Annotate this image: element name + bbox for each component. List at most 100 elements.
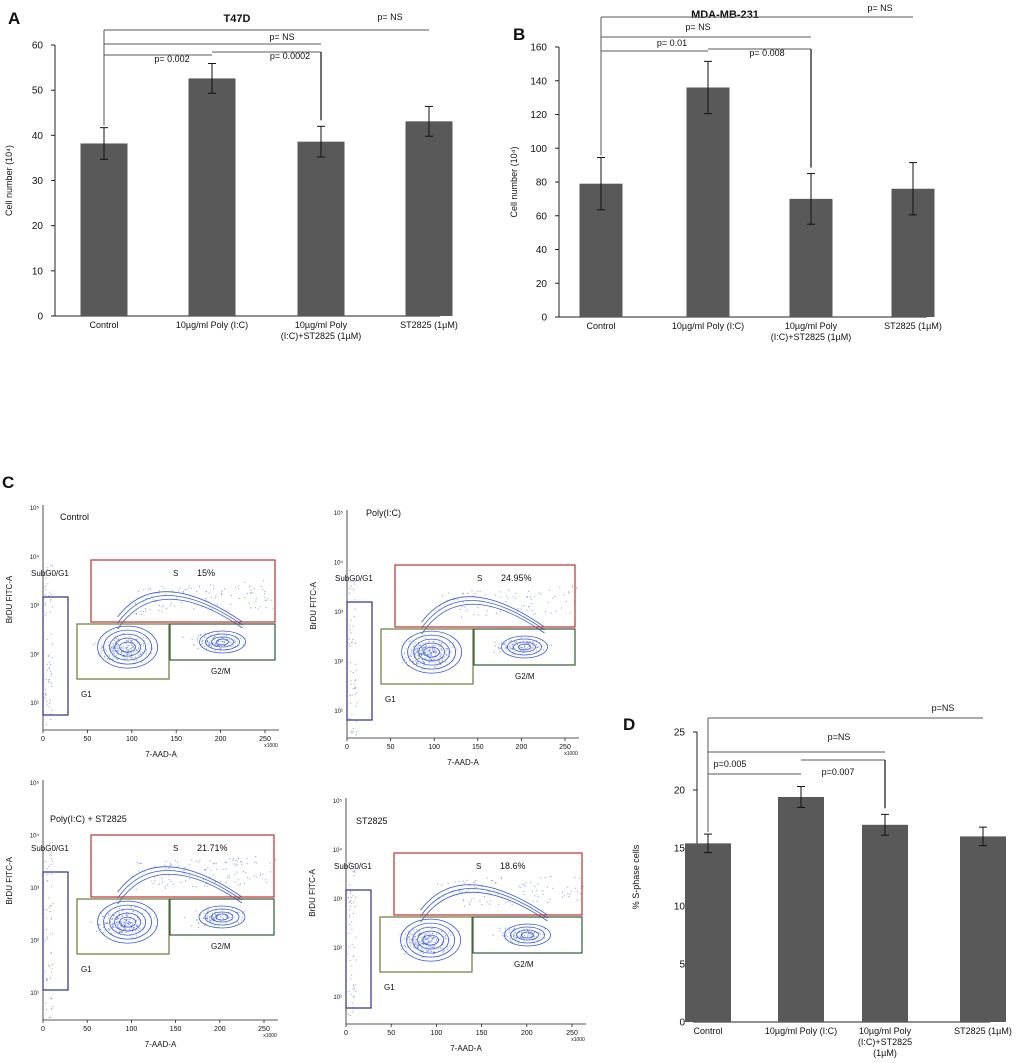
x-axis-label: 7-AAD-A <box>145 750 177 759</box>
density-dot <box>116 643 118 645</box>
density-dot <box>50 854 53 857</box>
density-dot <box>515 938 517 940</box>
density-dot <box>415 651 417 653</box>
y-tick-label: 10⁵ <box>333 798 343 805</box>
density-dot <box>492 934 494 937</box>
density-dot <box>351 1002 353 1004</box>
density-dot <box>505 601 507 603</box>
density-dot <box>49 699 51 702</box>
density-dot <box>352 672 354 674</box>
density-dot <box>101 649 103 652</box>
density-dot <box>49 591 51 593</box>
density-dot <box>515 640 517 643</box>
density-dot <box>432 946 434 948</box>
density-dot <box>431 653 433 655</box>
density-dot <box>500 611 502 613</box>
density-dot <box>431 645 433 647</box>
density-dot <box>500 878 502 880</box>
category-label: 10µg/ml Poly <box>785 321 838 331</box>
p-value-label: p= NS <box>867 3 892 13</box>
density-dot <box>352 912 354 915</box>
density-dot <box>160 877 163 879</box>
density-dot <box>237 922 239 924</box>
density-dot <box>544 876 546 879</box>
density-dot <box>514 932 516 934</box>
density-dot <box>426 645 428 647</box>
density-dot <box>442 950 444 952</box>
density-dot <box>134 656 137 658</box>
density-dot <box>509 937 511 939</box>
density-dot <box>424 662 426 664</box>
density-dot <box>559 586 561 588</box>
density-dot <box>168 874 170 876</box>
bar <box>960 836 1006 1022</box>
density-dot <box>118 927 120 929</box>
density-dot <box>46 868 48 870</box>
density-dot <box>520 608 522 610</box>
density-dot <box>449 945 451 947</box>
density-dot <box>523 893 525 896</box>
y-tick-label: 0 <box>541 313 547 324</box>
gate-label-g1: G1 <box>384 983 395 992</box>
density-dot <box>49 1016 52 1018</box>
density-dot <box>531 647 533 649</box>
density-dot <box>272 607 274 609</box>
density-dot <box>174 605 176 607</box>
density-dot <box>241 861 243 863</box>
density-dot <box>125 919 127 921</box>
y-tick-label: 10² <box>30 652 39 658</box>
density-dot <box>353 986 355 988</box>
density-dot <box>355 984 357 986</box>
contour-g1 <box>423 646 441 658</box>
density-dot <box>131 929 133 931</box>
density-dot <box>431 940 433 943</box>
density-dot <box>225 639 228 642</box>
density-dot <box>154 925 156 928</box>
density-dot <box>136 638 138 640</box>
density-dot <box>349 959 351 961</box>
density-dot <box>439 652 442 654</box>
gate-g1 <box>379 916 473 973</box>
density-dot <box>131 644 133 646</box>
density-dot <box>216 915 218 917</box>
density-dot <box>228 875 230 877</box>
gate-s <box>90 559 276 623</box>
density-dot <box>45 577 47 579</box>
density-dot <box>90 921 92 923</box>
density-dot <box>210 639 212 641</box>
density-dot <box>416 662 418 665</box>
density-dot <box>431 648 433 650</box>
density-dot <box>234 645 236 647</box>
density-dot <box>416 945 418 947</box>
density-dot <box>269 862 271 864</box>
density-dot <box>430 940 433 942</box>
density-dot <box>108 914 110 917</box>
density-dot <box>216 604 218 606</box>
density-dot <box>404 945 406 947</box>
density-dot <box>126 647 128 649</box>
x-tick-label: 50 <box>84 736 92 743</box>
density-dot <box>161 881 164 883</box>
density-dot <box>446 948 448 951</box>
density-dot <box>126 640 128 642</box>
density-dot <box>110 648 112 650</box>
contour-g1 <box>119 641 136 653</box>
p-value-label: p= 0.01 <box>657 38 687 48</box>
density-dot <box>189 874 191 876</box>
density-dot <box>510 940 512 942</box>
density-dot <box>51 709 53 711</box>
density-dot <box>528 606 530 608</box>
y-tick-label: 60 <box>32 41 44 52</box>
density-dot <box>348 862 350 864</box>
density-dot <box>514 937 516 939</box>
density-dot <box>217 640 219 642</box>
density-dot <box>353 955 355 957</box>
density-dot <box>50 674 53 676</box>
density-dot <box>534 885 536 888</box>
density-dot <box>537 931 540 933</box>
density-dot <box>114 926 116 928</box>
density-dot <box>131 657 133 659</box>
density-dot <box>244 637 247 639</box>
density-dot <box>561 891 564 893</box>
density-dot <box>410 640 412 642</box>
